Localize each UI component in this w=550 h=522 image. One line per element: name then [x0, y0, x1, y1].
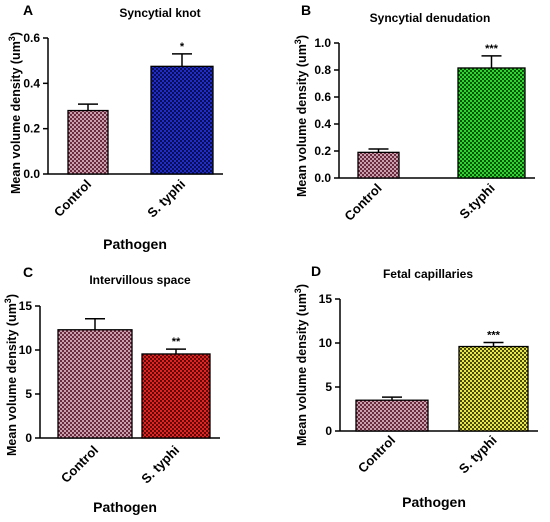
panel-letter: A — [23, 2, 33, 18]
y-tick-label: 5 — [25, 387, 32, 401]
y-tick-label: 15 — [19, 299, 33, 313]
significance-marker: * — [180, 41, 185, 53]
significance-marker: *** — [487, 330, 501, 342]
y-tick-label: 0.2 — [23, 122, 40, 136]
y-tick-label: 15 — [319, 292, 333, 306]
y-tick-label: 0.6 — [314, 90, 331, 104]
bar-s-typhi — [457, 67, 526, 179]
y-axis-label: Mean volume density (um3) — [293, 35, 309, 197]
y-tick-label: 0 — [25, 431, 32, 445]
y-tick-label: 0.6 — [23, 31, 40, 45]
y-tick-label: 10 — [19, 343, 33, 357]
chart-panel-d: D Fetal capillaries 0 5 10 15 Control *** S. typ… — [293, 263, 538, 510]
x-axis-label: Pathogen — [93, 499, 157, 515]
x-axis-label: Pathogen — [103, 236, 167, 252]
x-category-label: S. typhi — [144, 177, 188, 221]
y-tick-label: 0.4 — [314, 117, 331, 131]
bar-control — [67, 109, 109, 175]
x-category-label: Control — [341, 181, 384, 224]
x-category-label: Control — [51, 177, 94, 220]
y-tick-label: 0 — [325, 424, 332, 438]
y-axis-label: Mean volume density (um3) — [293, 284, 309, 446]
y-tick-label: 10 — [319, 336, 333, 350]
significance-marker: ** — [172, 336, 181, 348]
x-category-label: S.typhi — [456, 181, 497, 222]
panel-letter: B — [301, 2, 311, 18]
bar-control — [355, 399, 429, 432]
y-axis-label: Mean volume density (um3) — [7, 32, 23, 194]
y-tick-label: 0.0 — [23, 167, 40, 181]
chart-title: Intervillous space — [89, 273, 191, 287]
bar-control — [57, 329, 133, 439]
chart-panel-b: B Syncytial denudation 0.0 0.2 0.4 0.6 0.8 1.0 C… — [293, 2, 535, 224]
y-tick-label: 0.2 — [314, 144, 331, 158]
y-axis-label: Mean volume density (um3) — [3, 294, 19, 456]
x-category-label: Control — [58, 443, 101, 486]
chart-title: Syncytial knot — [119, 6, 200, 20]
x-axis-label: Pathogen — [402, 494, 466, 510]
chart-title: Fetal capillaries — [383, 267, 473, 281]
x-category-label: Control — [355, 433, 398, 476]
bar-s-typhi — [141, 353, 211, 439]
y-tick-label: 0.4 — [23, 76, 40, 90]
x-category-label: S. typhi — [456, 433, 500, 477]
y-tick-label: 0.0 — [314, 171, 331, 185]
bar-s-typhi — [150, 65, 214, 175]
bar-control — [357, 151, 400, 179]
chart-panel-c: C Intervillous space 0 5 10 15 Control ** S. typ… — [3, 264, 220, 515]
panel-letter: C — [23, 264, 33, 280]
significance-marker: *** — [485, 43, 499, 55]
x-category-label: S. typhi — [138, 443, 182, 487]
bar-s-typhi — [458, 345, 529, 432]
y-tick-label: 1.0 — [314, 36, 331, 50]
y-tick-label: 5 — [325, 380, 332, 394]
y-tick-label: 0.8 — [314, 63, 331, 77]
chart-panel-a: A Syncytial knot 0.0 0.2 0.4 0.6 Control * S. ty… — [7, 2, 223, 252]
panel-letter: D — [311, 263, 321, 279]
chart-title: Syncytial denudation — [370, 11, 491, 25]
